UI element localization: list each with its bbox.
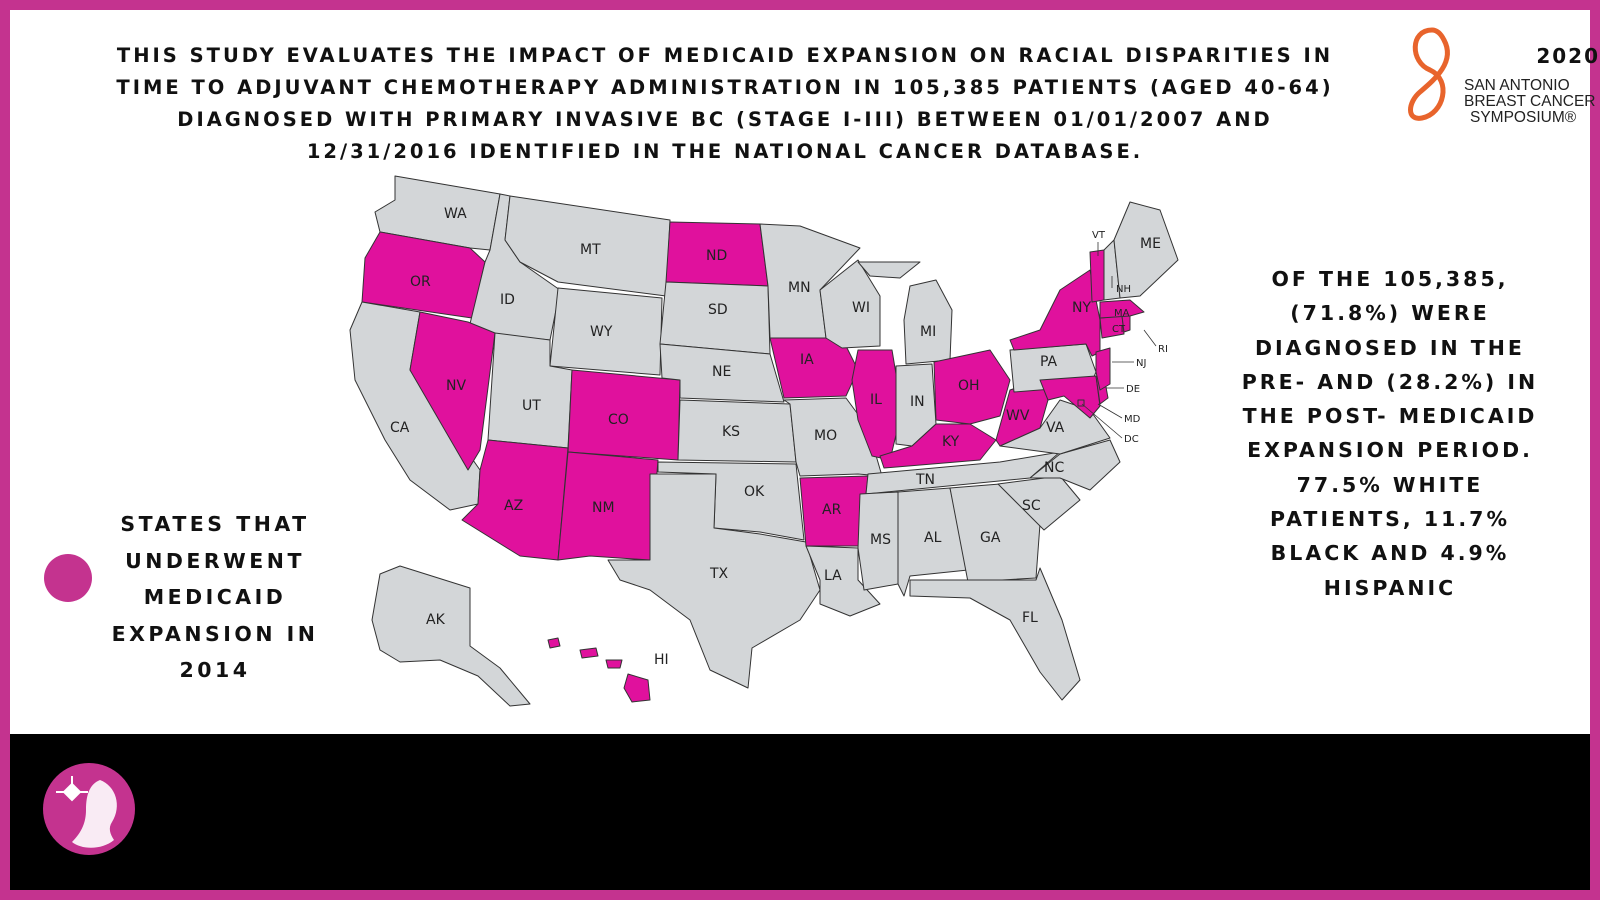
label-MO: MO — [814, 428, 837, 444]
label-DC: DC — [1124, 434, 1139, 445]
label-AR: AR — [822, 502, 842, 518]
map-legend: STATES THAT UNDERWENT MEDICAID EXPANSION… — [40, 506, 340, 696]
label-MI: MI — [920, 324, 936, 340]
label-ID: ID — [500, 292, 515, 308]
label-OK: OK — [744, 484, 765, 500]
label-NJ: NJ — [1136, 358, 1146, 369]
state-NY — [1009, 269, 1101, 357]
label-HI: HI — [654, 652, 669, 668]
state-TN — [865, 451, 1061, 495]
logo-year: 2020 — [1536, 44, 1600, 68]
label-SD: SD — [708, 302, 728, 318]
label-NH: NH — [1116, 284, 1131, 295]
label-WV: WV — [1006, 408, 1030, 424]
state-WI — [819, 259, 881, 349]
logo-text-line-1: SAN ANTONIO — [1464, 77, 1570, 94]
label-WY: WY — [590, 324, 613, 340]
state-OH — [933, 349, 1011, 425]
label-SC: SC — [1022, 498, 1041, 514]
label-MD: MD — [1124, 414, 1141, 425]
state-AK — [371, 565, 531, 707]
label-PA: PA — [1040, 354, 1058, 370]
label-UT: UT — [522, 398, 541, 414]
legend-swatch — [44, 554, 92, 602]
label-VA: VA — [1046, 420, 1065, 436]
state-VT — [1089, 249, 1105, 303]
label-AZ: AZ — [504, 498, 523, 514]
label-IN: IN — [910, 394, 925, 410]
label-RI: RI — [1158, 344, 1168, 355]
label-ND: ND — [706, 248, 727, 264]
label-GA: GA — [980, 530, 1001, 546]
footer-band — [10, 734, 1590, 890]
label-OH: OH — [958, 378, 980, 394]
state-SC — [997, 475, 1081, 531]
label-IA: IA — [800, 352, 814, 368]
sabcs-logo: 2020 SAN ANTONIO BREAST CANCER SYMPOSIUM… — [1400, 22, 1600, 132]
state-NV — [409, 311, 496, 471]
label-KS: KS — [722, 424, 740, 440]
state-TX — [607, 473, 821, 689]
patient-statistics: OF THE 105,385, (71.8%) WERE DIAGNOSED I… — [1241, 267, 1539, 600]
label-NC: NC — [1044, 460, 1064, 476]
label-AL: AL — [924, 530, 942, 546]
state-WY — [549, 287, 663, 376]
state-LA — [805, 545, 881, 617]
label-OR: OR — [410, 274, 431, 290]
state-NJ — [1095, 347, 1111, 391]
label-MA: MA — [1114, 308, 1130, 319]
legend-label: STATES THAT UNDERWENT MEDICAID EXPANSION… — [111, 512, 319, 682]
logo-text-line-2: BREAST CANCER — [1464, 93, 1596, 110]
ribbon-icon — [1408, 27, 1450, 121]
state-KY — [879, 423, 997, 469]
us-map: WA OR CA NV ID MT WY UT AZ CO NM ND SD N… — [349, 175, 1179, 707]
label-DE: DE — [1126, 384, 1140, 395]
state-NM — [557, 451, 659, 561]
state-MA — [1099, 299, 1145, 319]
label-KY: KY — [942, 434, 960, 450]
state-OK — [657, 461, 805, 541]
study-description: THIS STUDY EVALUATES THE IMPACT OF MEDIC… — [116, 44, 1334, 163]
label-CO: CO — [608, 412, 629, 428]
label-ME: ME — [1140, 236, 1161, 252]
state-HI — [547, 637, 651, 703]
label-TN: TN — [915, 472, 935, 488]
label-NV: NV — [446, 378, 466, 394]
label-MT: MT — [580, 242, 601, 258]
label-WI: WI — [852, 300, 870, 316]
label-MN: MN — [788, 280, 811, 296]
state-MS — [857, 491, 899, 591]
label-VT: VT — [1092, 230, 1106, 241]
label-CA: CA — [390, 420, 410, 436]
label-CT: CT — [1112, 324, 1126, 335]
woman-profile-logo-icon — [43, 763, 135, 855]
label-TX: TX — [709, 566, 729, 582]
label-LA: LA — [824, 568, 842, 584]
label-NM: NM — [592, 500, 615, 516]
state-NE — [659, 343, 785, 403]
label-IL: IL — [870, 392, 882, 408]
label-FL: FL — [1022, 610, 1038, 626]
label-AK: AK — [426, 612, 446, 628]
label-NE: NE — [712, 364, 731, 380]
label-WA: WA — [444, 206, 467, 222]
label-NY: NY — [1072, 300, 1091, 316]
state-ME — [1113, 201, 1179, 299]
label-MS: MS — [870, 532, 891, 548]
state-FL — [909, 567, 1081, 701]
state-GA — [949, 483, 1041, 583]
state-MT — [504, 195, 671, 297]
state-SD — [659, 281, 771, 355]
logo-text-line-3: SYMPOSIUM® — [1470, 109, 1577, 126]
